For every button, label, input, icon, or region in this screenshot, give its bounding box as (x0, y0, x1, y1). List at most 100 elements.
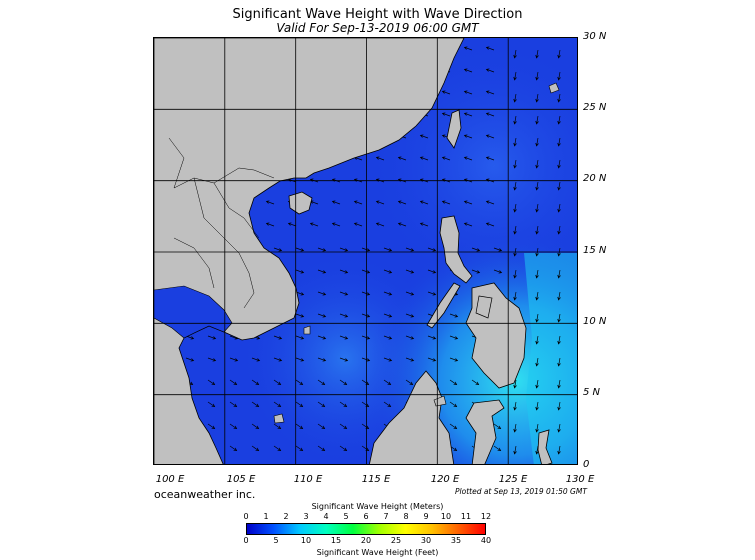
wave-arrow-head (513, 76, 517, 81)
wave-arrow (295, 247, 304, 252)
wave-arrow-head (388, 336, 393, 340)
wave-arrow (464, 68, 473, 73)
wave-arrow-head (277, 425, 282, 430)
wave-arrow-head (299, 381, 304, 386)
wave-arrow-head (366, 292, 371, 296)
wave-arrow-head (557, 208, 561, 213)
wave-arrow-head (212, 336, 217, 340)
colorbar-tick: 9 (423, 512, 429, 521)
wave-arrow (514, 269, 517, 278)
wave-arrow-head (432, 270, 437, 274)
wave-arrow-head (255, 447, 260, 452)
wave-arrow (251, 423, 259, 429)
wave-arrow-head (557, 340, 561, 345)
wave-arrow (486, 46, 495, 51)
wave-arrow (449, 401, 457, 407)
wave-arrow (251, 401, 259, 407)
wave-arrow-head (410, 358, 415, 362)
wave-arrow-head (485, 156, 490, 160)
wave-arrow-head (535, 362, 539, 367)
wave-arrow (405, 313, 414, 318)
wave-arrow-head (557, 252, 561, 257)
wave-arrow-head (189, 381, 194, 386)
wave-arrow-head (278, 358, 283, 362)
wave-arrow (317, 445, 325, 451)
wave-arrow (398, 200, 407, 205)
wave-arrow-head (322, 292, 327, 296)
wave-arrow-head (321, 425, 326, 430)
wave-arrow (273, 423, 281, 429)
colorbar-tick: 0 (243, 512, 249, 521)
wave-arrow-head (513, 98, 517, 103)
wave-arrow-head (419, 156, 424, 160)
wave-arrow-head (557, 296, 561, 301)
wave-arrow-head (535, 208, 539, 213)
wave-arrow-head (463, 134, 468, 138)
wave-arrow-head (410, 336, 415, 340)
wave-arrow-head (233, 403, 238, 408)
wave-arrow-head (353, 200, 358, 204)
wave-arrow-head (211, 381, 216, 386)
wave-arrow (383, 269, 392, 274)
wave-arrow-head (322, 336, 327, 340)
wave-arrow (288, 222, 297, 227)
wave-arrow-head (557, 450, 561, 455)
land-borneo (369, 370, 455, 464)
wave-arrow-head (513, 252, 517, 257)
wave-arrow (442, 156, 451, 161)
wave-arrow (207, 357, 216, 362)
colorbar-meters-title: Significant Wave Height (Meters) (311, 502, 444, 511)
map-title: Significant Wave Height with Wave Direct… (232, 7, 523, 22)
wave-arrow (405, 335, 414, 340)
wave-arrow (332, 222, 341, 227)
wave-arrow-head (485, 68, 490, 72)
lon-label-120e: 120 E (430, 474, 460, 485)
wave-arrow-head (454, 314, 459, 318)
wave-arrow (558, 71, 561, 80)
wave-arrow-head (453, 403, 458, 408)
wave-arrow (464, 156, 473, 161)
colorbar-tick: 2 (283, 512, 289, 521)
wave-arrow (376, 156, 385, 161)
wave-arrow-head (331, 222, 336, 226)
wave-arrow-head (331, 200, 336, 204)
wave-arrow-head (463, 46, 468, 50)
wave-arrow-head (300, 358, 305, 362)
wave-arrow-head (366, 270, 371, 274)
wave-arrow (266, 222, 275, 227)
wave-arrow (558, 357, 561, 366)
wave-arrow (273, 335, 282, 340)
wave-arrow-head (485, 134, 490, 138)
wave-arrow-head (322, 248, 327, 252)
colorbar-tick: 25 (390, 536, 402, 545)
colorbar-tick: 35 (450, 536, 462, 545)
land-sulawesi (465, 399, 505, 464)
wave-arrow-head (321, 381, 326, 386)
colorbar-tick: 15 (330, 536, 342, 545)
wave-arrow (427, 335, 436, 340)
wave-arrow (295, 445, 303, 451)
wave-arrow-head (535, 450, 539, 455)
wave-arrow (558, 291, 561, 300)
wave-arrow (295, 335, 304, 340)
wave-arrow-head (535, 98, 539, 103)
land-palawan (426, 282, 461, 329)
wave-arrow (361, 269, 370, 274)
colorbar-tick: 8 (403, 512, 409, 521)
wave-arrow (295, 313, 304, 318)
wave-arrow (558, 401, 561, 410)
wave-arrow (514, 291, 517, 300)
wave-arrow (493, 423, 501, 429)
land-asia (154, 38, 465, 464)
wave-arrow-head (463, 112, 468, 116)
wave-arrow (354, 222, 363, 227)
wave-arrow-head (322, 270, 327, 274)
wave-arrow (449, 423, 457, 429)
wave-arrow (229, 423, 237, 429)
wave-arrow (514, 93, 517, 102)
wave-arrow (536, 313, 539, 322)
wave-arrow-head (441, 200, 446, 204)
wave-arrow (558, 181, 561, 190)
wave-arrow-head (211, 425, 216, 430)
wave-arrow-head (344, 358, 349, 362)
